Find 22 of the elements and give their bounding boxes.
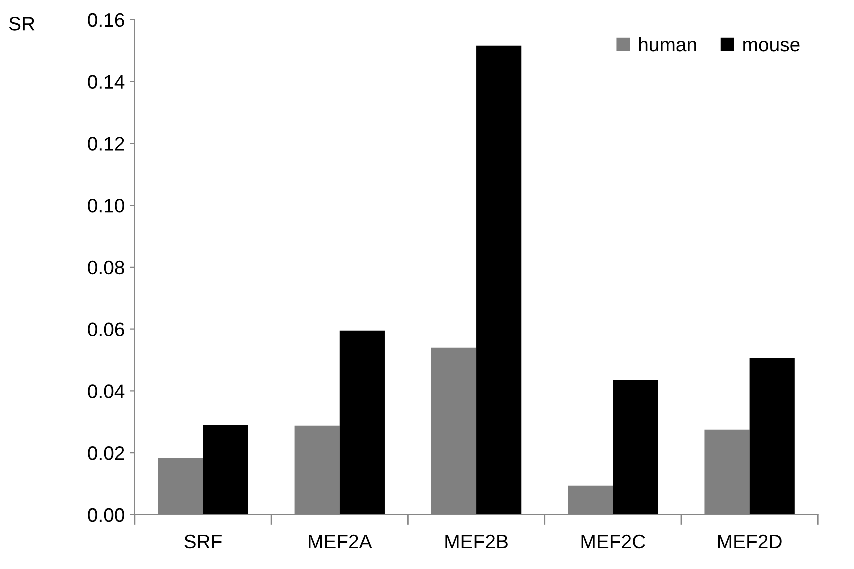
x-tick-label: MEF2B [446,534,508,548]
x-tick-label: MEF2C [582,534,646,549]
legend-label: human [639,37,696,52]
x-tick-label: SRF [184,534,222,549]
x-tick-label: MEF2D [718,534,782,548]
y-tick-label: 0.02 [88,446,124,460]
bar [203,425,248,515]
bar [613,380,658,515]
y-tick-label: 0.16 [88,13,124,28]
bar [340,330,385,515]
bar [750,358,795,515]
y-axis-title: SR [9,17,35,31]
y-tick-label: 0.10 [88,199,124,213]
y-tick-label: 0.04 [88,384,125,398]
y-tick-label: 0.12 [88,137,124,151]
bar [476,46,522,515]
y-tick-label: 0.06 [88,322,124,337]
x-tick-label: MEF2A [309,534,372,548]
y-tick-label: 0.08 [88,260,124,275]
y-tick-label: 0.00 [88,508,124,522]
y-tick-label: 0.14 [88,75,125,90]
legend-label: mouse [744,41,800,52]
